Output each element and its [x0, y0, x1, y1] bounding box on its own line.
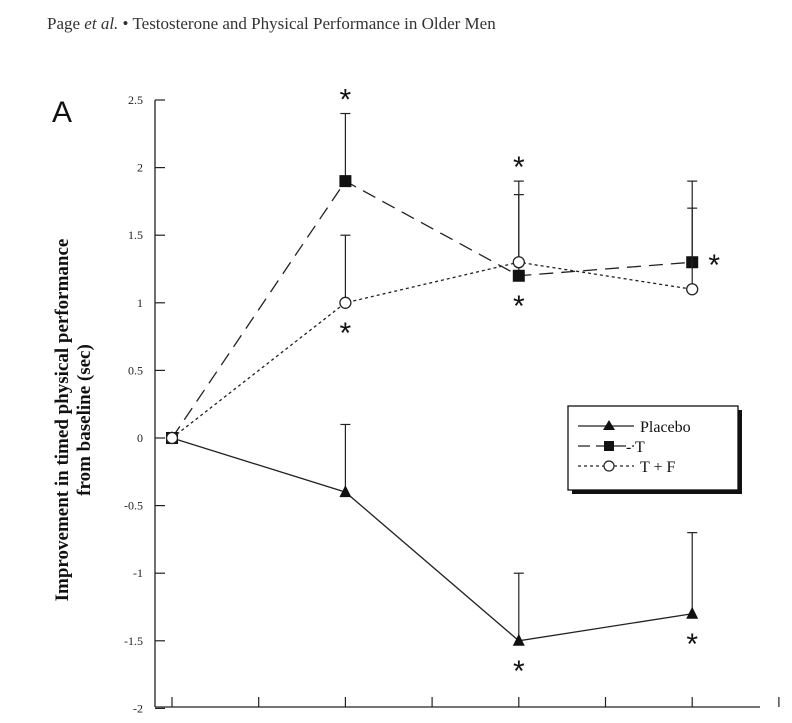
panel-label: A	[52, 96, 72, 129]
y-tick-label: 2.5	[128, 93, 143, 107]
y-tick-label: 0	[137, 431, 143, 445]
header-title: Testosterone and Physical Performance in…	[132, 14, 496, 33]
header-bullet: •	[122, 14, 129, 33]
significance-asterisk: *	[513, 290, 525, 323]
y-tick-label: 1.5	[128, 228, 143, 242]
data-point-triangle	[512, 633, 525, 646]
legend: Placebo - T T + F	[567, 405, 742, 494]
y-tick-label: 2	[137, 161, 143, 175]
significance-asterisk: *	[340, 84, 352, 117]
series-line	[171, 261, 693, 439]
legend-triangle-icon	[603, 420, 615, 430]
legend-label: T + F	[640, 459, 676, 476]
y-tick-label: -1.5	[124, 634, 143, 648]
data-point-square	[339, 175, 352, 188]
data-point-square	[512, 269, 525, 282]
header-author: Page	[47, 14, 81, 33]
legend-label: Placebo	[640, 419, 691, 436]
y-tick-label: 0.5	[128, 363, 143, 377]
significance-asterisk: *	[513, 655, 525, 688]
data-point-circle	[686, 283, 699, 296]
significance-asterisk: *	[340, 317, 352, 350]
data-point-circle	[339, 296, 352, 309]
series-line	[171, 180, 693, 439]
data-point-circle	[512, 256, 525, 269]
y-axis-label-line1: Improvement in timed physical performanc…	[52, 239, 73, 602]
series-t: ***	[166, 84, 720, 444]
series-placebo: **	[166, 423, 699, 688]
data-point-triangle	[339, 485, 352, 498]
header-etal: et al.	[84, 14, 119, 33]
data-point-circle	[165, 431, 179, 445]
legend-square-icon	[604, 441, 614, 451]
significance-asterisk: *	[686, 628, 698, 661]
legend-label: - T	[626, 439, 645, 456]
y-tick-label: -2	[133, 701, 143, 715]
data-point-triangle	[686, 606, 699, 619]
y-tick-label: 1	[137, 296, 143, 310]
y-axis-label-line2: from baseline (sec)	[74, 344, 95, 496]
legend-circle-icon	[603, 460, 615, 472]
significance-asterisk: *	[513, 151, 525, 184]
significance-asterisk: *	[708, 249, 720, 282]
legend-box	[567, 405, 739, 491]
series-tf: **	[165, 151, 699, 445]
y-tick-label: -0.5	[124, 499, 143, 513]
y-tick-label: -1	[133, 566, 143, 580]
series-line	[171, 437, 693, 642]
running-header: Page et al. • Testosterone and Physical …	[47, 14, 496, 34]
